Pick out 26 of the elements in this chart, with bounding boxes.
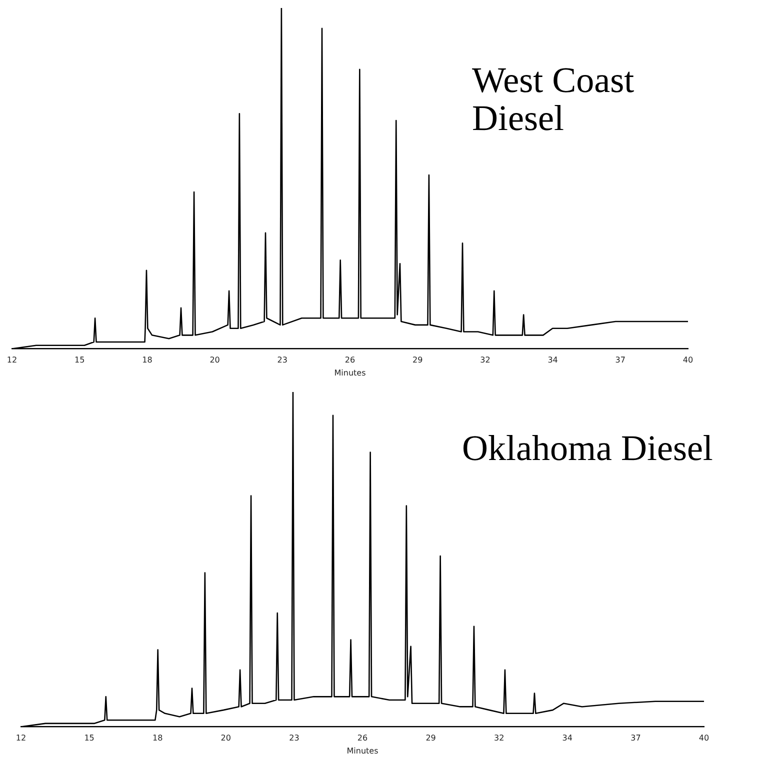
text: West Coast Diesel [472, 60, 636, 138]
x-tick-label: 23 [289, 734, 300, 743]
x-tick-label: 15 [74, 356, 85, 365]
x-tick-label: 32 [494, 734, 504, 743]
x-tick-label: 12 [16, 734, 26, 743]
x-axis-title: Minutes [334, 368, 366, 378]
x-tick-label: 37 [630, 734, 641, 743]
x-tick-label: 34 [562, 734, 572, 743]
x-tick-label: 23 [277, 356, 288, 365]
x-tick-label: 18 [142, 356, 152, 365]
x-tick-label: 26 [344, 356, 356, 365]
x-tick-label: 12 [6, 356, 18, 365]
x-tick-label: 18 [152, 734, 163, 743]
x-tick-label: 37 [615, 356, 626, 365]
x-tick-label: 26 [357, 734, 368, 743]
x-tick-label: 29 [412, 356, 423, 365]
x-tick-label: 29 [426, 734, 436, 743]
x-axis-title: Minutes [346, 746, 378, 756]
text: Oklahoma Diesel [462, 428, 714, 468]
x-tick-label: 15 [84, 734, 94, 743]
x-tick-label: 40 [682, 356, 694, 365]
x-tick-label: 20 [210, 356, 220, 365]
x-tick-label: 34 [548, 356, 558, 365]
x-tick-label: 20 [220, 734, 231, 743]
x-tick-label: 32 [480, 356, 490, 365]
x-tick-label: 40 [698, 734, 710, 743]
